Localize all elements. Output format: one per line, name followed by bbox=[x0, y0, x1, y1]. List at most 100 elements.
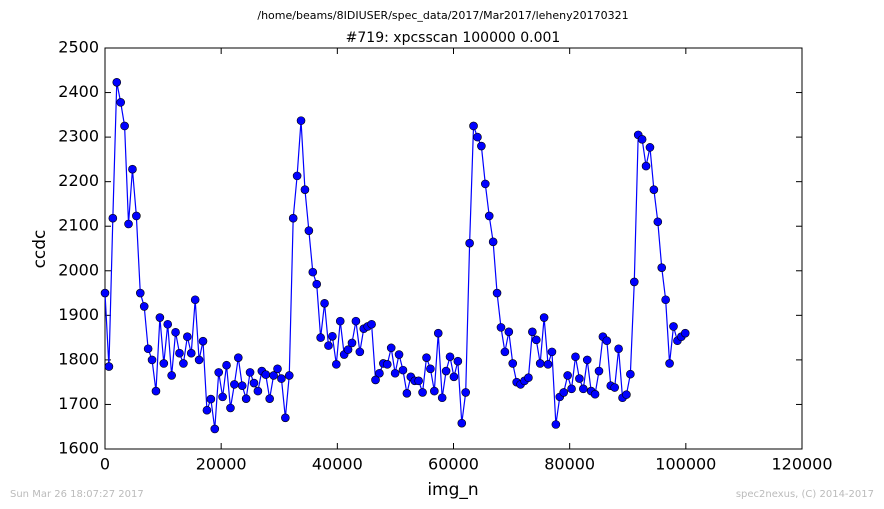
y-tick-label: 1700 bbox=[58, 394, 99, 413]
x-tick-label: 100000 bbox=[655, 455, 716, 474]
data-point bbox=[457, 418, 467, 428]
data-point bbox=[281, 413, 290, 423]
data-point bbox=[288, 213, 298, 223]
data-point bbox=[269, 371, 278, 380]
data-point bbox=[449, 372, 459, 382]
x-tick-label: 120000 bbox=[771, 455, 832, 474]
x-tick-label: 60000 bbox=[428, 455, 479, 474]
data-point bbox=[179, 359, 188, 368]
data-point bbox=[104, 362, 114, 371]
data-point bbox=[437, 393, 447, 403]
data-point bbox=[426, 364, 435, 374]
data-point bbox=[155, 313, 165, 322]
data-point bbox=[249, 378, 259, 388]
data-point bbox=[680, 328, 690, 338]
data-point bbox=[477, 141, 486, 151]
data-point bbox=[422, 353, 431, 362]
data-point bbox=[535, 359, 545, 368]
data-point bbox=[167, 371, 176, 380]
data-point bbox=[629, 277, 639, 287]
data-point bbox=[602, 336, 612, 346]
data-point bbox=[571, 352, 580, 362]
data-point bbox=[253, 386, 263, 396]
data-point bbox=[347, 338, 357, 348]
data-point bbox=[163, 319, 173, 329]
data-point bbox=[579, 384, 588, 394]
data-point bbox=[214, 368, 223, 377]
data-point bbox=[112, 78, 122, 87]
data-point bbox=[465, 238, 474, 248]
data-point bbox=[492, 288, 502, 298]
y-tick-label: 2300 bbox=[58, 127, 99, 146]
data-point bbox=[132, 211, 141, 221]
y-tick-label: 2500 bbox=[58, 38, 99, 57]
data-point bbox=[637, 135, 647, 144]
data-point bbox=[210, 424, 220, 434]
data-point bbox=[139, 302, 149, 311]
data-point bbox=[653, 217, 663, 227]
data-point bbox=[175, 348, 184, 358]
data-point bbox=[610, 383, 619, 392]
data-point bbox=[147, 355, 157, 365]
data-point bbox=[445, 352, 455, 362]
data-point bbox=[524, 373, 533, 383]
data-point bbox=[594, 366, 604, 376]
data-point bbox=[124, 219, 133, 229]
data-point bbox=[649, 185, 659, 194]
data-point bbox=[171, 327, 180, 337]
data-point bbox=[539, 313, 549, 322]
data-point bbox=[206, 394, 216, 404]
data-point bbox=[441, 366, 451, 376]
data-point bbox=[237, 381, 247, 391]
data-point bbox=[582, 355, 592, 365]
data-point bbox=[430, 386, 439, 396]
data-point bbox=[386, 343, 396, 353]
data-point bbox=[335, 316, 345, 326]
data-point bbox=[304, 226, 314, 235]
data-point bbox=[273, 364, 282, 374]
data-point bbox=[159, 359, 169, 368]
x-tick-label: 0 bbox=[100, 455, 110, 474]
suptitle: /home/beams/8IDIUSER/spec_data/2017/Mar2… bbox=[257, 9, 628, 22]
data-point bbox=[351, 316, 361, 326]
data-point bbox=[261, 370, 271, 379]
data-point bbox=[355, 347, 365, 357]
data-point bbox=[500, 347, 510, 357]
data-point bbox=[367, 319, 376, 329]
data-point bbox=[453, 356, 463, 366]
data-point bbox=[371, 375, 380, 385]
data-point bbox=[300, 185, 310, 194]
data-point bbox=[343, 345, 353, 354]
data-point bbox=[543, 360, 553, 369]
data-point bbox=[245, 368, 255, 377]
data-point bbox=[116, 98, 125, 107]
y-tick-label: 2400 bbox=[58, 82, 99, 101]
y-tick-label: 2000 bbox=[58, 260, 99, 279]
data-point bbox=[563, 371, 572, 380]
data-point bbox=[469, 121, 478, 131]
data-point bbox=[433, 328, 443, 338]
data-point bbox=[402, 389, 412, 398]
data-point bbox=[547, 347, 557, 357]
data-point bbox=[296, 116, 306, 125]
data-point bbox=[390, 368, 400, 378]
x-tick-label: 20000 bbox=[196, 455, 247, 474]
data-point bbox=[226, 403, 235, 413]
data-point bbox=[528, 327, 537, 337]
data-point bbox=[190, 295, 200, 305]
data-point bbox=[241, 394, 251, 403]
data-point bbox=[320, 299, 329, 308]
data-point bbox=[473, 132, 482, 142]
data-point bbox=[382, 360, 392, 369]
data-point bbox=[186, 348, 196, 358]
footer-right: spec2nexus, (C) 2014-2017 bbox=[736, 489, 874, 500]
data-point bbox=[332, 360, 341, 369]
x-axis-label: img_n bbox=[427, 480, 478, 500]
data-point bbox=[496, 323, 506, 332]
data-point bbox=[128, 164, 137, 174]
data-point bbox=[551, 420, 561, 429]
data-point bbox=[669, 322, 678, 331]
data-point bbox=[202, 405, 212, 415]
data-point bbox=[143, 344, 153, 354]
